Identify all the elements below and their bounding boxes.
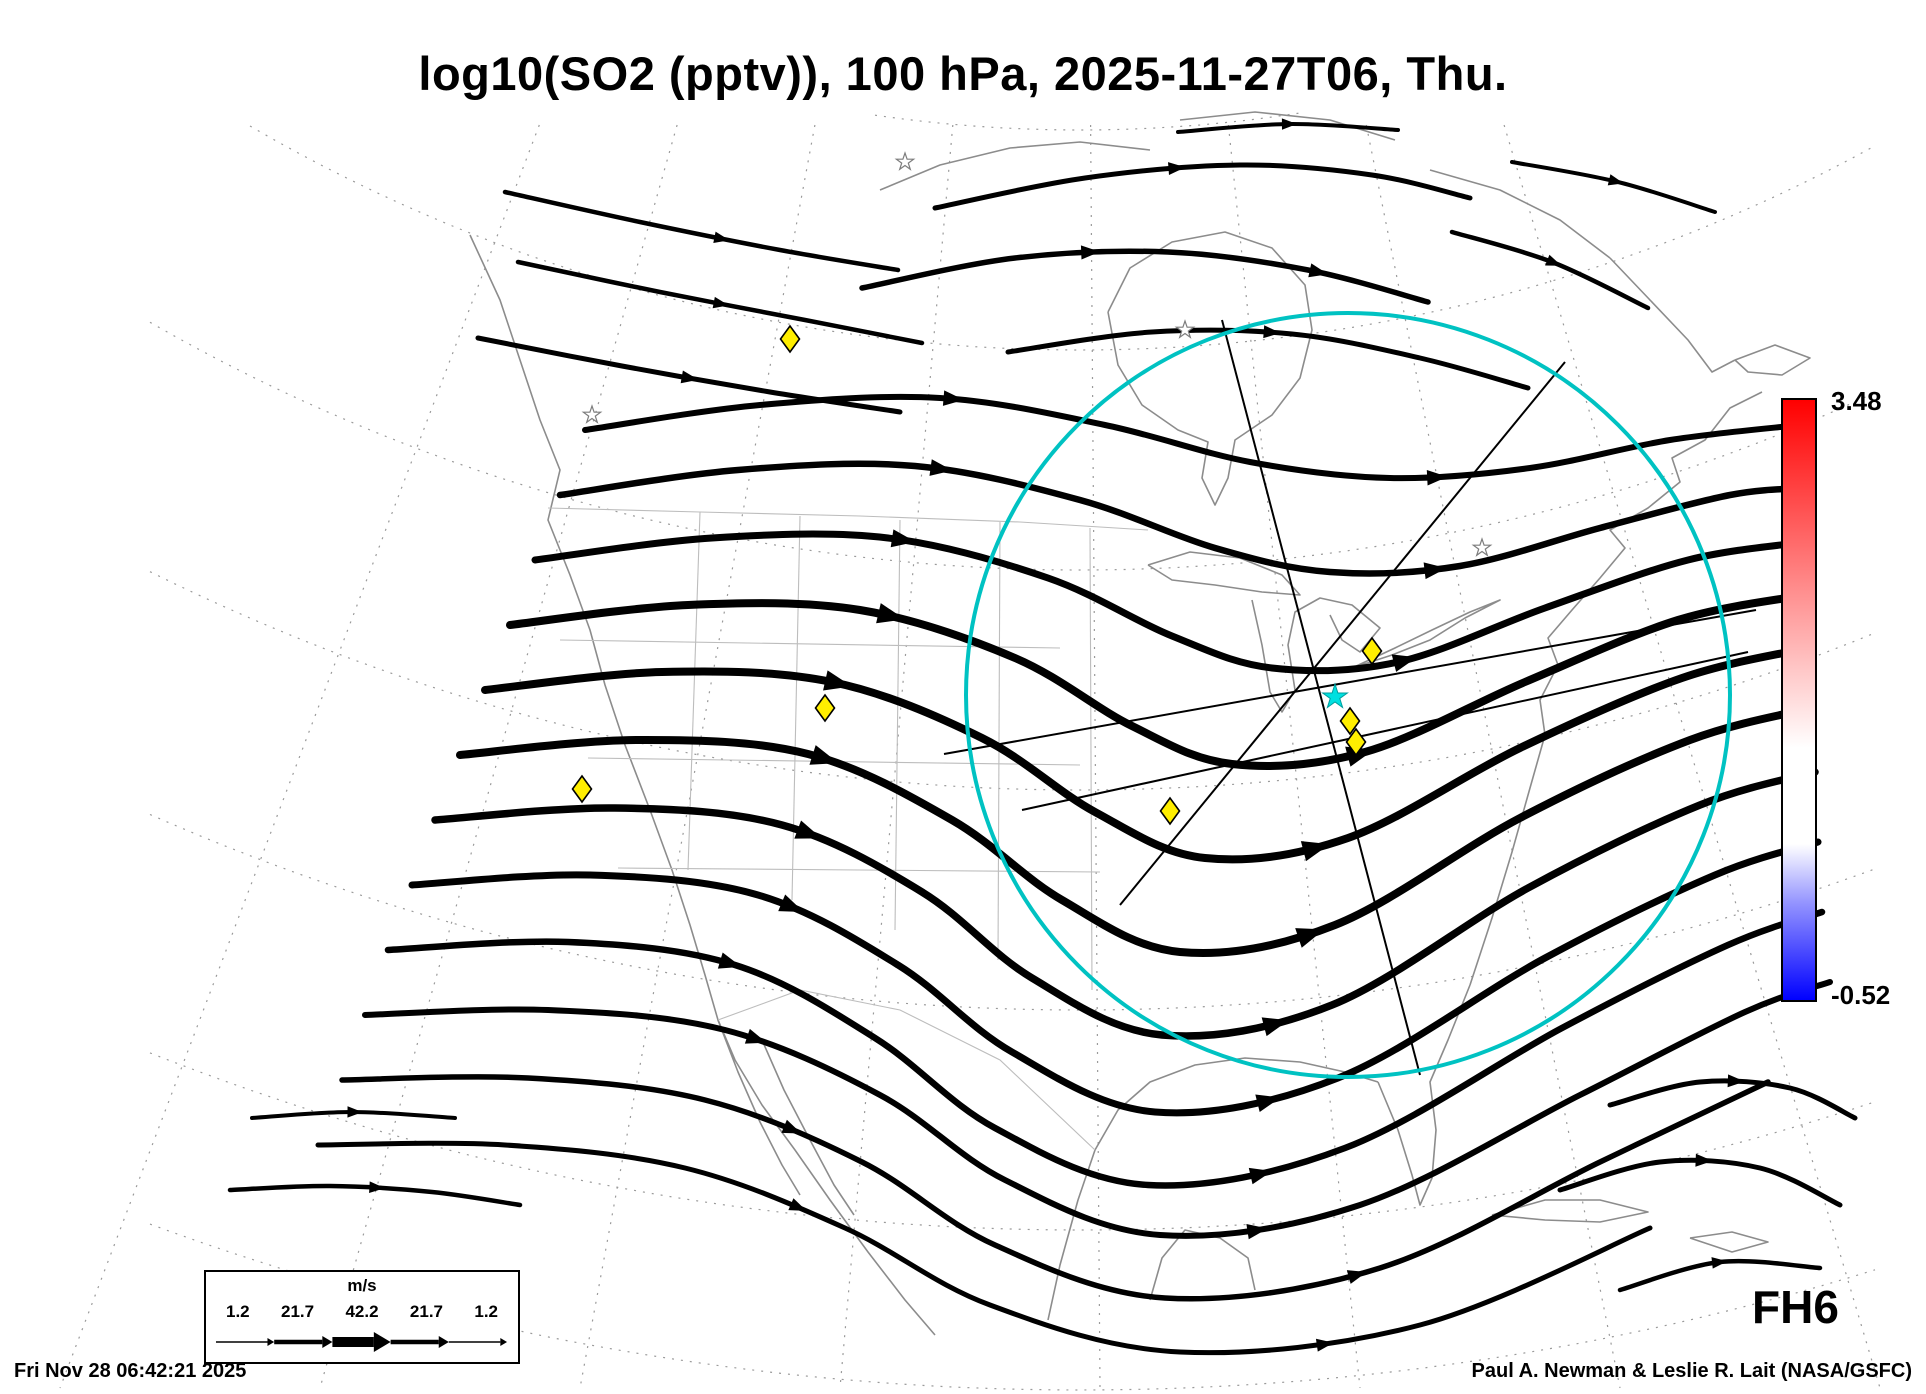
colorbar-max-label: 3.48: [1831, 386, 1882, 416]
wind-legend-arrow-icon: [215, 1332, 508, 1352]
colorbar-gradient: [1781, 398, 1817, 1002]
wind-legend-values: 1.2 21.7 42.2 21.7 1.2: [214, 1302, 510, 1322]
wind-speed-value: 1.2: [474, 1302, 498, 1321]
wind-speed-value: 1.2: [226, 1302, 250, 1321]
forecast-hour-label: FH6: [1752, 1281, 1839, 1333]
wind-legend-units: m/s: [347, 1276, 377, 1295]
wind-speed-value: 21.7: [281, 1302, 315, 1321]
wind-speed-legend: m/s 1.2 21.7 42.2 21.7 1.2: [204, 1270, 520, 1364]
colorbar: 3.48 -0.52: [1781, 386, 1890, 1010]
colorbar-min-label: -0.52: [1831, 980, 1891, 1010]
creation-timestamp: Fri Nov 28 06:42:21 2025: [14, 1360, 247, 1382]
page-title: log10(SO2 (pptv)), 100 hPa, 2025-11-27T0…: [418, 47, 1508, 100]
wind-speed-value: 42.2: [345, 1302, 379, 1321]
credit-text: Paul A. Newman & Leslie R. Lait (NASA/GS…: [1471, 1360, 1912, 1382]
wind-speed-value: 21.7: [409, 1302, 443, 1321]
